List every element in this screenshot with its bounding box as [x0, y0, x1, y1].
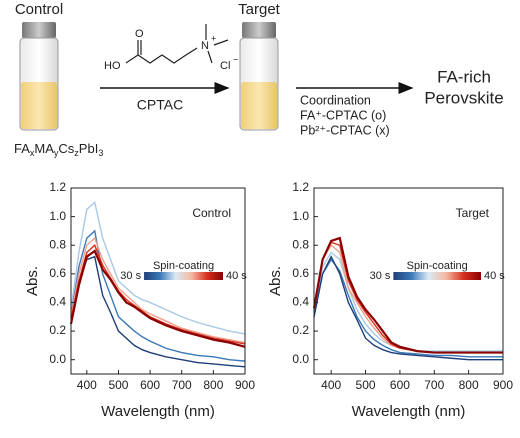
y-tick-label: 0.0	[292, 352, 309, 366]
molecule-atom: Cl	[220, 60, 230, 72]
x-tick-label: 900	[235, 378, 255, 392]
molecule-atom: N	[201, 40, 209, 52]
spectrum-line	[313, 241, 503, 354]
x-tick-label: 800	[459, 378, 479, 392]
colorbar-tick-label: 30 s	[370, 270, 391, 282]
vial	[239, 22, 279, 131]
y-tick-label: 0.6	[292, 266, 309, 280]
colorbar-label: Spin-coating	[153, 260, 214, 272]
spectrum-line	[70, 229, 246, 362]
y-tick-label: 0.4	[292, 295, 309, 309]
y-tick-label: 0.8	[49, 237, 66, 251]
reagent: CPTAC	[137, 97, 183, 113]
x-tick-label: 400	[321, 378, 341, 392]
formula-part: FA	[14, 141, 30, 156]
spectrum-line	[70, 200, 246, 335]
product: Perovskite	[424, 88, 503, 107]
colorbar	[393, 272, 481, 280]
coordination: FA⁺-CPTAC (o)	[300, 108, 386, 122]
x-axis-label: Wavelength (nm)	[101, 403, 215, 420]
spectrum-line	[70, 255, 246, 368]
coordination: Coordination	[300, 93, 371, 107]
spectrum-line	[313, 255, 503, 361]
colorbar-label: Spin-coating	[407, 260, 468, 272]
y-tick-label: 0.2	[292, 323, 309, 337]
y-tick-label: 0.2	[49, 323, 66, 337]
molecule-bonds	[125, 24, 229, 64]
molecule-charge: +	[211, 33, 216, 43]
x-tick-label: 700	[172, 378, 192, 392]
x-tick-label: 500	[356, 378, 376, 392]
formula-subscript: y	[54, 148, 59, 158]
molecule-atom: HO	[104, 60, 121, 72]
formula-subscript: 3	[98, 148, 103, 158]
product: FA-rich	[437, 67, 491, 86]
x-tick-label: 400	[77, 378, 97, 392]
y-tick-label: 1.2	[292, 180, 309, 194]
y-tick-label: 0.4	[49, 295, 66, 309]
x-tick-label: 900	[493, 378, 513, 392]
plot-frame	[70, 187, 246, 375]
spectrum-line	[313, 251, 503, 352]
molecule-charge: −	[233, 54, 238, 64]
annotation: Target	[456, 206, 490, 220]
y-tick-label: 0.8	[292, 237, 309, 251]
vial	[19, 22, 59, 131]
x-tick-label: 800	[203, 378, 223, 392]
formula-part: PbI	[79, 141, 99, 156]
formula-part: Cs	[58, 141, 74, 156]
spectrum-line	[70, 244, 246, 345]
spectrum-line	[69, 249, 246, 348]
target-label: Target	[238, 1, 281, 18]
formula-part: MA	[34, 141, 54, 156]
y-axis-label: Abs.	[267, 266, 284, 296]
x-tick-label: 500	[108, 378, 128, 392]
x-axis-label: Wavelength (nm)	[352, 403, 466, 420]
formula-subscript: z	[74, 148, 79, 158]
molecule-atom: O	[135, 28, 144, 40]
y-tick-label: 1.0	[292, 209, 309, 223]
plot-frame	[313, 187, 504, 375]
spectrum-line	[312, 236, 503, 354]
y-tick-label: 1.0	[49, 209, 66, 223]
y-axis-label: Abs.	[24, 266, 41, 296]
colorbar-tick-label: 30 s	[120, 270, 141, 282]
control-label: Control	[15, 1, 63, 18]
x-tick-label: 700	[424, 378, 444, 392]
x-tick-label: 600	[390, 378, 410, 392]
y-tick-label: 1.2	[49, 180, 66, 194]
coordination: Pb²⁺-CPTAC (x)	[300, 123, 390, 137]
x-tick-label: 600	[140, 378, 160, 392]
formula-subscript: x	[30, 148, 35, 158]
colorbar-tick-label: 40 s	[484, 270, 505, 282]
y-tick-label: 0.6	[49, 266, 66, 280]
y-tick-label: 0.0	[49, 352, 66, 366]
spectrum-line	[70, 236, 246, 344]
formula: FAxMAyCszPbI3	[14, 141, 103, 158]
colorbar-tick-label: 40 s	[226, 270, 247, 282]
colorbar	[144, 272, 223, 280]
annotation: Control	[192, 206, 231, 220]
